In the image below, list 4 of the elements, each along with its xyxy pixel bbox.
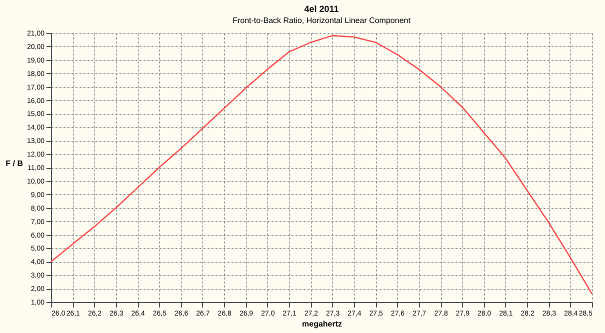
chart-subtitle: Front-to-Back Ratio, Horizontal Linear Component	[232, 16, 412, 25]
x-axis-title: megahertz	[302, 320, 342, 328]
chart-title: 4el 2011	[304, 4, 339, 14]
y-axis-title: F / B	[6, 159, 24, 168]
